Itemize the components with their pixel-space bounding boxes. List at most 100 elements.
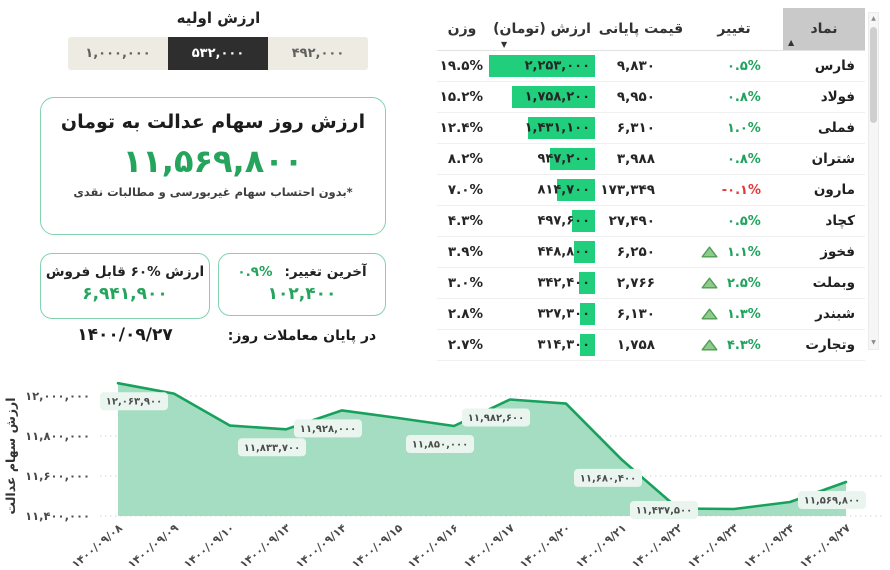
value-bar bbox=[578, 272, 595, 294]
value-bar bbox=[573, 241, 595, 263]
value-cell: ۲,۲۵۳,۰۰۰ bbox=[487, 51, 597, 81]
point-label-text: ۱۱,۶۸۰,۴۰۰ bbox=[580, 473, 636, 484]
current-value-amount: ۱۱,۵۶۹,۸۰۰ bbox=[122, 142, 304, 180]
sort-ascending-icon: ▲ bbox=[788, 38, 795, 47]
value-bar bbox=[527, 117, 595, 139]
stock-symbol[interactable]: فملی bbox=[817, 120, 855, 136]
change-percent: ۲.۵% bbox=[727, 275, 761, 291]
x-tick-label: ۱۴۰۰/۰۹/۲۰ bbox=[517, 521, 573, 566]
x-tick-label: ۱۴۰۰/۰۹/۰۹ bbox=[125, 521, 181, 566]
weight-percent: ۴.۳% bbox=[447, 213, 483, 229]
change-cell: ۰.۸% bbox=[685, 90, 783, 105]
x-tick-label: ۱۴۰۰/۰۹/۱۵ bbox=[349, 521, 405, 566]
table-row: کچاد ۰.۵% ۲۷,۴۹۰ ۴۹۷,۶۰۰ ۴.۳% bbox=[437, 206, 865, 237]
point-label-pill bbox=[100, 392, 168, 411]
sellable-value-amount: ۶,۹۴۱,۹۰۰ bbox=[82, 284, 168, 304]
stock-symbol[interactable]: مارون bbox=[813, 182, 855, 198]
value-cell: ۸۱۴,۷۰۰ bbox=[487, 175, 597, 205]
close-price: ۶,۳۱۰ bbox=[616, 120, 655, 136]
initial-value-segmented-control: ۱,۰۰۰,۰۰۰ ۵۳۲,۰۰۰ ۴۹۲,۰۰۰ bbox=[68, 37, 368, 70]
stock-symbol[interactable]: شبندر bbox=[815, 306, 855, 322]
close-price: ۶,۱۳۰ bbox=[616, 306, 655, 322]
point-label-pill bbox=[406, 435, 474, 453]
x-tick-label: ۱۴۰۰/۰۹/۲۲ bbox=[629, 521, 685, 566]
sellable-value-card: ارزش %۶۰ قابل فروش ۶,۹۴۱,۹۰۰ bbox=[40, 253, 210, 319]
scrollbar-down-icon[interactable]: ▼ bbox=[871, 339, 876, 346]
initial-value-option-2[interactable]: ۴۹۲,۰۰۰ bbox=[268, 37, 368, 70]
current-value-footnote: *بدون احتساب سهام غیربورسی و مطالبات نقد… bbox=[73, 185, 353, 199]
column-header-value[interactable]: ارزش (تومان) ▼ bbox=[487, 8, 597, 50]
change-up-triangle-icon bbox=[701, 277, 718, 289]
stock-symbol[interactable]: فارس bbox=[814, 58, 855, 74]
initial-value-option-0[interactable]: ۱,۰۰۰,۰۰۰ bbox=[68, 37, 168, 70]
scrollbar-thumb[interactable] bbox=[870, 27, 877, 123]
weight-percent: ۲.۸% bbox=[447, 306, 483, 322]
weight-percent: ۳.۹% bbox=[447, 244, 483, 260]
stock-symbol[interactable]: وبملت bbox=[812, 275, 855, 291]
value-amount: ۹۴۷,۲۰۰ bbox=[537, 151, 590, 167]
table-row: وتجارت ۴.۳% ۱,۷۵۸ ۳۱۴,۳۰۰ ۲.۷% bbox=[437, 330, 865, 361]
x-tick-label: ۱۴۰۰/۰۹/۲۷ bbox=[797, 521, 853, 566]
change-percent: ۰.۵% bbox=[727, 58, 761, 74]
stock-symbol[interactable]: وتجارت bbox=[805, 337, 855, 353]
area-fill bbox=[118, 383, 846, 516]
weight-percent: ۳.۰% bbox=[447, 275, 483, 291]
stock-symbol[interactable]: شتران bbox=[811, 151, 855, 167]
change-cell: ۴.۳% bbox=[685, 338, 783, 353]
x-tick-label: ۱۴۰۰/۰۹/۰۸ bbox=[69, 521, 125, 566]
point-label-text: ۱۱,۸۵۰,۰۰۰ bbox=[412, 440, 468, 451]
latest-change-card: آخرین تغییر: ۰.۹% ۱۰۲,۴۰۰ bbox=[218, 253, 386, 316]
value-cell: ۳۲۷,۳۰۰ bbox=[487, 299, 597, 329]
value-cell: ۳۴۲,۴۰۰ bbox=[487, 268, 597, 298]
column-header-change[interactable]: تغییر bbox=[717, 21, 751, 37]
value-bar bbox=[579, 303, 595, 325]
weight-percent: ۲.۷% bbox=[447, 337, 483, 353]
change-percent: -۰.۱% bbox=[721, 182, 761, 198]
value-bar bbox=[571, 210, 595, 232]
value-cell: ۴۴۸,۸۰۰ bbox=[487, 237, 597, 267]
initial-value-option-1-selected[interactable]: ۵۳۲,۰۰۰ bbox=[168, 37, 268, 70]
chart-svg: ۱۲,۰۰۰,۰۰۰ ۱۱,۸۰۰,۰۰۰ ۱۱,۶۰۰,۰۰۰ ۱۱,۴۰۰,۰۰۰… bbox=[3, 381, 882, 570]
change-cell: -۰.۱% bbox=[685, 183, 783, 198]
value-cell: ۱,۷۵۸,۲۰۰ bbox=[487, 82, 597, 112]
table-row: وبملت ۲.۵% ۲,۷۶۶ ۳۴۲,۴۰۰ ۳.۰% bbox=[437, 268, 865, 299]
stock-symbol[interactable]: کچاد bbox=[825, 213, 855, 229]
point-label-pill bbox=[574, 468, 642, 487]
table-row: شبندر ۱.۳% ۶,۱۳۰ ۳۲۷,۳۰۰ ۲.۸% bbox=[437, 299, 865, 330]
column-header-symbol[interactable]: نماد ▲ bbox=[783, 8, 865, 50]
x-tick-label: ۱۴۰۰/۰۹/۱۴ bbox=[293, 521, 349, 566]
stock-symbol[interactable]: فخوز bbox=[820, 244, 855, 260]
change-cell: ۲.۵% bbox=[685, 276, 783, 291]
x-tick-label: ۱۴۰۰/۰۹/۱۷ bbox=[461, 521, 517, 566]
value-amount: ۴۹۷,۶۰۰ bbox=[537, 213, 590, 229]
point-label-text: ۱۱,۴۳۷,۵۰۰ bbox=[636, 506, 692, 517]
value-bar bbox=[556, 179, 595, 201]
y-tick-label: ۱۱,۶۰۰,۰۰۰ bbox=[25, 469, 90, 483]
change-percent: ۰.۸% bbox=[727, 89, 761, 105]
column-header-close-price[interactable]: قیمت پایانی bbox=[598, 21, 684, 37]
column-header-symbol-label: نماد bbox=[810, 21, 838, 37]
value-amount: ۳۱۴,۳۰۰ bbox=[537, 337, 590, 353]
stock-symbol[interactable]: فولاد bbox=[820, 89, 855, 105]
column-header-weight[interactable]: وزن bbox=[447, 21, 477, 37]
latest-change-amount: ۱۰۲,۴۰۰ bbox=[267, 284, 337, 304]
current-value-card-title: ارزش روز سهام عدالت به تومان bbox=[60, 111, 366, 133]
close-price: ۱,۷۵۸ bbox=[616, 337, 655, 353]
value-cell: ۹۴۷,۲۰۰ bbox=[487, 144, 597, 174]
close-price: ۳,۹۸۸ bbox=[616, 151, 655, 167]
table-scrollbar[interactable]: ▲ ▼ bbox=[868, 12, 879, 350]
current-value-card: ارزش روز سهام عدالت به تومان ۱۱,۵۶۹,۸۰۰ … bbox=[40, 97, 386, 235]
scrollbar-up-icon[interactable]: ▲ bbox=[871, 15, 876, 22]
y-tick-label: ۱۲,۰۰۰,۰۰۰ bbox=[25, 389, 90, 403]
point-label-pill bbox=[630, 501, 698, 519]
weight-percent: ۱۵.۲% bbox=[439, 89, 483, 105]
change-up-triangle-icon bbox=[701, 308, 718, 320]
point-label-text: ۱۱,۸۳۳,۷۰۰ bbox=[244, 443, 300, 454]
table-row: فخوز ۱.۱% ۶,۲۵۰ ۴۴۸,۸۰۰ ۳.۹% bbox=[437, 237, 865, 268]
y-axis-title: ارزش سهام عدالت bbox=[3, 398, 19, 515]
value-cell: ۱,۴۳۱,۱۰۰ bbox=[487, 113, 597, 143]
x-tick-label: ۱۴۰۰/۰۹/۲۱ bbox=[573, 521, 629, 566]
value-amount: ۱,۴۳۱,۱۰۰ bbox=[524, 120, 590, 136]
change-cell: ۰.۵% bbox=[685, 59, 783, 74]
table-header-row: نماد ▲ تغییر قیمت پایانی ارزش (تومان) ▼ … bbox=[437, 8, 865, 51]
